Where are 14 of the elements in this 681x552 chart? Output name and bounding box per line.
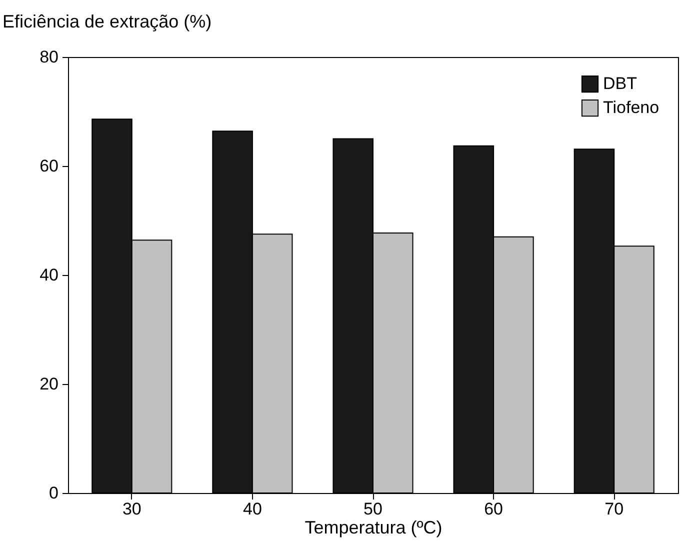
y-tick-label: 80 — [40, 48, 58, 66]
y-tick-label: 60 — [40, 156, 58, 176]
x-tick-label: 70 — [604, 500, 624, 518]
x-tick-label: 30 — [122, 500, 142, 518]
x-tick-label: 40 — [242, 500, 262, 518]
x-tick-label: 60 — [484, 500, 504, 518]
y-axis-title: Eficiência de extração (%) — [2, 12, 212, 32]
y-tick-label: 0 — [49, 484, 58, 502]
y-tick-label: 40 — [40, 266, 58, 284]
legend-label: DBT — [603, 74, 637, 93]
x-axis-title: Temperatura (ºC) — [304, 518, 442, 538]
legend-label: Tiofeno — [603, 98, 660, 117]
x-tick-label: 50 — [364, 500, 382, 518]
y-tick-label: 20 — [40, 374, 58, 394]
